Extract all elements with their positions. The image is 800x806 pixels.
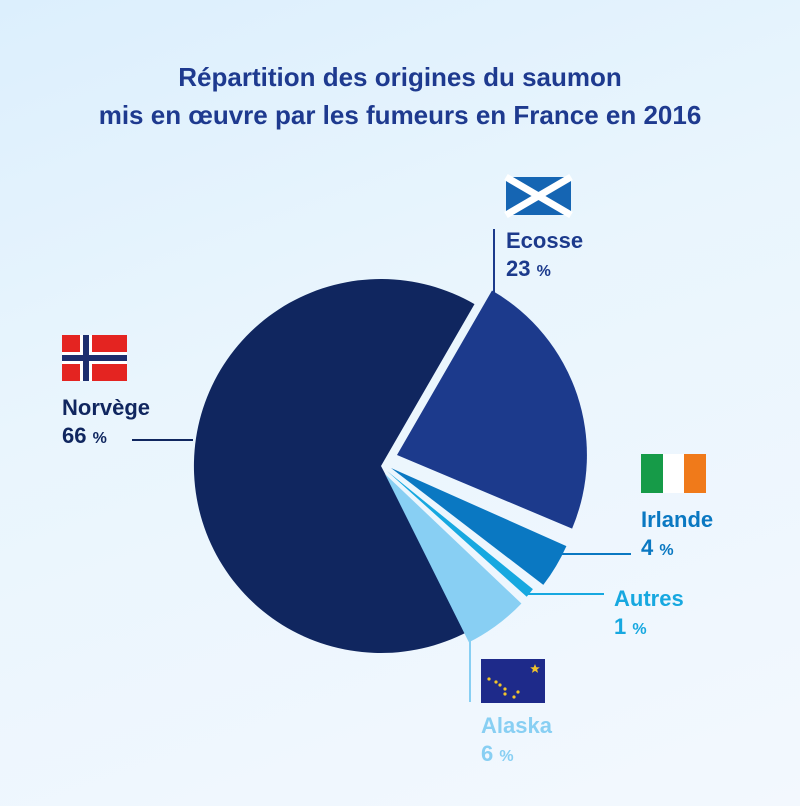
norway-flag-icon	[62, 335, 127, 381]
chart-title: Répartition des origines du saumon mis e…	[0, 58, 800, 134]
label-autres: Autres 1 %	[614, 585, 684, 644]
scotland-flag-icon	[504, 173, 573, 219]
chart-title-line-2: mis en œuvre par les fumeurs en France e…	[98, 100, 702, 130]
label-norvege-name: Norvège	[62, 395, 151, 420]
pie-slice-irlande	[391, 468, 567, 585]
label-norvege: Norvège 66 %	[62, 394, 150, 453]
label-alaska-value: 6 %	[481, 741, 514, 766]
alaska-flag-icon	[481, 659, 545, 703]
label-irlande: Irlande 4 %	[641, 506, 713, 565]
chart-title-line-1: Répartition des origines du saumon	[178, 62, 622, 92]
label-ecosse: Ecosse 23 %	[506, 227, 583, 286]
label-alaska: Alaska 6 %	[481, 712, 552, 771]
label-ecosse-name: Ecosse	[506, 228, 584, 253]
label-autres-value: 1 %	[614, 614, 647, 639]
label-ecosse-value: 23 %	[506, 256, 551, 281]
ireland-flag-icon	[641, 454, 706, 493]
pie-slice-alaska	[385, 474, 522, 643]
label-alaska-name: Alaska	[481, 713, 552, 738]
pie-slice-norvege	[193, 279, 475, 654]
pie-slice-ecosse	[397, 290, 587, 529]
pie-slice-autres	[387, 471, 533, 597]
label-irlande-name: Irlande	[641, 507, 714, 532]
label-autres-name: Autres	[614, 586, 684, 611]
label-norvege-value: 66 %	[62, 423, 107, 448]
label-irlande-value: 4 %	[641, 535, 674, 560]
